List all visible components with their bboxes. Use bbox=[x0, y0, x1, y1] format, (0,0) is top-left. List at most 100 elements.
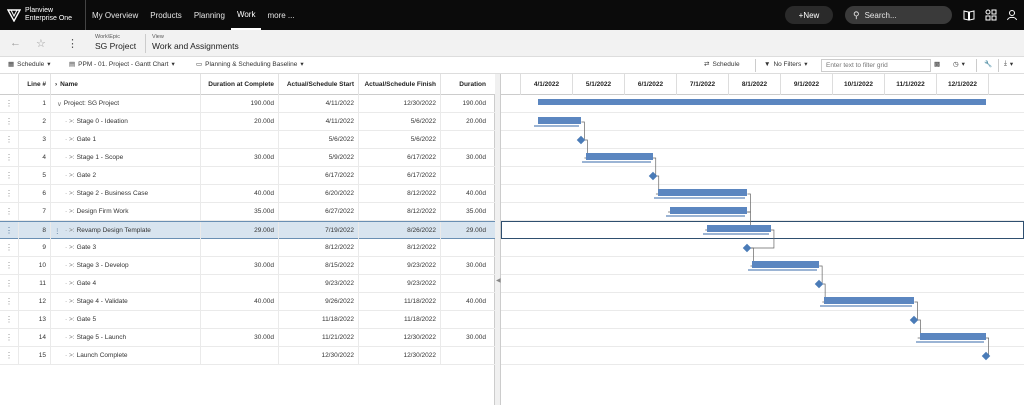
cell-duration[interactable] bbox=[440, 347, 490, 364]
cell-duration[interactable]: 30.00d bbox=[440, 257, 490, 274]
cell-duration-at-complete[interactable]: 30.00d bbox=[200, 329, 278, 346]
task-bar[interactable] bbox=[586, 153, 653, 160]
row-menu-icon[interactable]: ⋮ bbox=[5, 333, 13, 342]
table-row[interactable]: ⋮ 5 · >: Gate 2 6/17/2022 6/17/2022 bbox=[0, 167, 495, 185]
cell-start[interactable]: 6/20/2022 bbox=[278, 185, 358, 202]
table-row[interactable]: ⋮ 14 · >: Stage 5 - Launch 30.00d 11/21/2022 1… bbox=[0, 329, 495, 347]
col-duration[interactable]: Duration bbox=[440, 74, 490, 95]
cell-duration-at-complete[interactable] bbox=[200, 347, 278, 364]
table-row[interactable]: ⋮ 9 · >: Gate 3 8/12/2022 8/12/2022 bbox=[0, 239, 495, 257]
gantt-row[interactable] bbox=[501, 95, 1024, 113]
gantt-row[interactable] bbox=[501, 167, 1024, 185]
col-line[interactable]: Line # bbox=[18, 74, 50, 95]
nav-more[interactable]: more ... bbox=[267, 10, 295, 20]
cell-name[interactable]: · >: Gate 5 bbox=[50, 311, 200, 328]
nav-my-overview[interactable]: My Overview bbox=[92, 10, 139, 20]
cell-duration[interactable]: 20.00d bbox=[440, 113, 490, 130]
row-menu-icon[interactable]: ⋮ bbox=[5, 117, 13, 126]
row-menu-icon[interactable]: ⋮ bbox=[5, 261, 13, 270]
cell-finish[interactable]: 8/26/2022 bbox=[358, 222, 440, 239]
row-menu-icon[interactable]: ⋮ bbox=[5, 153, 13, 162]
cell-duration-at-complete[interactable] bbox=[200, 131, 278, 148]
cell-duration-at-complete[interactable]: 20.00d bbox=[200, 113, 278, 130]
gantt-row[interactable] bbox=[501, 239, 1024, 257]
cell-duration-at-complete[interactable]: 30.00d bbox=[200, 257, 278, 274]
gantt-row[interactable] bbox=[501, 293, 1024, 311]
cell-name[interactable]: · >: Launch Complete bbox=[50, 347, 200, 364]
col-duration-at-complete[interactable]: Duration at Complete bbox=[200, 74, 278, 95]
gantt-row[interactable] bbox=[501, 329, 1024, 347]
cell-duration[interactable]: 35.00d bbox=[440, 203, 490, 220]
cell-start[interactable]: 7/19/2022 bbox=[278, 222, 358, 239]
row-menu-icon[interactable]: ⋮ bbox=[5, 297, 13, 306]
cell-duration-at-complete[interactable]: 40.00d bbox=[200, 293, 278, 310]
cell-start[interactable]: 12/30/2022 bbox=[278, 347, 358, 364]
cell-name[interactable]: ∨ Project: SG Project bbox=[50, 95, 200, 112]
cell-start[interactable]: 4/11/2022 bbox=[278, 95, 358, 112]
row-menu-icon[interactable]: ⋮ bbox=[5, 99, 13, 108]
gantt-row[interactable] bbox=[501, 131, 1024, 149]
cell-start[interactable]: 5/6/2022 bbox=[278, 131, 358, 148]
drag-handle-icon[interactable]: ⋮ bbox=[54, 227, 61, 235]
schedule-menu[interactable]: ▦ Schedule ▾ bbox=[8, 60, 51, 69]
cell-finish[interactable]: 8/12/2022 bbox=[358, 239, 440, 256]
cell-name[interactable]: · >: Gate 4 bbox=[50, 275, 200, 292]
cell-finish[interactable]: 12/30/2022 bbox=[358, 329, 440, 346]
task-bar[interactable] bbox=[670, 207, 748, 214]
more-vertical-icon[interactable]: ⋮ bbox=[67, 38, 78, 50]
row-menu-icon[interactable]: ⋮ bbox=[5, 279, 13, 288]
new-button[interactable]: +New bbox=[785, 6, 833, 24]
grid-filter-input[interactable] bbox=[821, 59, 931, 72]
favorite-star-icon[interactable]: ☆ bbox=[36, 38, 46, 50]
task-bar[interactable] bbox=[707, 225, 771, 232]
nav-work[interactable]: Work bbox=[230, 0, 262, 30]
cell-name[interactable]: · >: Gate 1 bbox=[50, 131, 200, 148]
task-bar[interactable] bbox=[919, 333, 986, 340]
cell-name[interactable]: · >: Stage 2 - Business Case bbox=[50, 185, 200, 202]
cell-duration-at-complete[interactable] bbox=[200, 167, 278, 184]
cell-name[interactable]: · >: Stage 4 - Validate bbox=[50, 293, 200, 310]
row-menu-icon[interactable]: ⋮ bbox=[5, 189, 13, 198]
gantt-row[interactable] bbox=[501, 257, 1024, 275]
table-row[interactable]: ⋮ 3 · >: Gate 1 5/6/2022 5/6/2022 bbox=[0, 131, 495, 149]
baseline-menu[interactable]: ▭ Planning & Scheduling Baseline ▾ bbox=[196, 60, 304, 69]
cell-start[interactable]: 11/18/2022 bbox=[278, 311, 358, 328]
cell-finish[interactable]: 12/30/2022 bbox=[358, 95, 440, 112]
cell-finish[interactable]: 9/23/2022 bbox=[358, 275, 440, 292]
gantt-row[interactable] bbox=[501, 185, 1024, 203]
apps-icon[interactable] bbox=[984, 8, 998, 22]
table-row[interactable]: ⋮ 10 · >: Stage 3 - Develop 30.00d 8/15/2022 9… bbox=[0, 257, 495, 275]
back-arrow-icon[interactable]: ← bbox=[10, 37, 21, 49]
cell-name[interactable]: · >: Stage 5 - Launch bbox=[50, 329, 200, 346]
cell-name[interactable]: · >: Gate 3 bbox=[50, 239, 200, 256]
row-menu-icon[interactable]: ⋮ bbox=[5, 171, 13, 180]
cell-finish[interactable]: 8/12/2022 bbox=[358, 203, 440, 220]
filters-menu[interactable]: ▼ No Filters ▾ bbox=[764, 60, 808, 69]
view-menu[interactable]: ▤ PPM - 01. Project - Gantt Chart ▾ bbox=[69, 60, 175, 69]
cell-name[interactable]: · >: Gate 2 bbox=[50, 167, 200, 184]
table-row[interactable]: ⋮ 15 · >: Launch Complete 12/30/2022 12/30/20… bbox=[0, 347, 495, 365]
row-menu-icon[interactable]: ⋮ bbox=[5, 135, 13, 144]
table-row[interactable]: ⋮ 2 · >: Stage 0 - Ideation 20.00d 4/11/2022 5… bbox=[0, 113, 495, 131]
cell-finish[interactable]: 9/23/2022 bbox=[358, 257, 440, 274]
schedule-button[interactable]: ⇄ Schedule bbox=[704, 60, 740, 69]
cell-start[interactable]: 6/27/2022 bbox=[278, 203, 358, 220]
cell-duration[interactable]: 30.00d bbox=[440, 149, 490, 166]
cell-duration[interactable]: 190.00d bbox=[440, 95, 490, 112]
cell-start[interactable]: 11/21/2022 bbox=[278, 329, 358, 346]
cell-duration[interactable]: 40.00d bbox=[440, 185, 490, 202]
cell-duration[interactable]: 40.00d bbox=[440, 293, 490, 310]
table-row[interactable]: ⋮ 6 · >: Stage 2 - Business Case 40.00d 6/20/… bbox=[0, 185, 495, 203]
row-menu-icon[interactable]: ⋮ bbox=[5, 226, 13, 235]
task-bar[interactable] bbox=[538, 117, 582, 124]
cell-finish[interactable]: 8/12/2022 bbox=[358, 185, 440, 202]
cell-duration[interactable]: 30.00d bbox=[440, 329, 490, 346]
cell-start[interactable]: 5/9/2022 bbox=[278, 149, 358, 166]
user-icon[interactable] bbox=[1005, 8, 1019, 22]
cell-duration[interactable] bbox=[440, 275, 490, 292]
col-finish[interactable]: Actual/Schedule Finish bbox=[358, 74, 440, 95]
table-row[interactable]: ⋮ 12 · >: Stage 4 - Validate 40.00d 9/26/2022… bbox=[0, 293, 495, 311]
cell-start[interactable]: 8/15/2022 bbox=[278, 257, 358, 274]
cell-start[interactable]: 6/17/2022 bbox=[278, 167, 358, 184]
cell-name[interactable]: · >: Stage 3 - Develop bbox=[50, 257, 200, 274]
